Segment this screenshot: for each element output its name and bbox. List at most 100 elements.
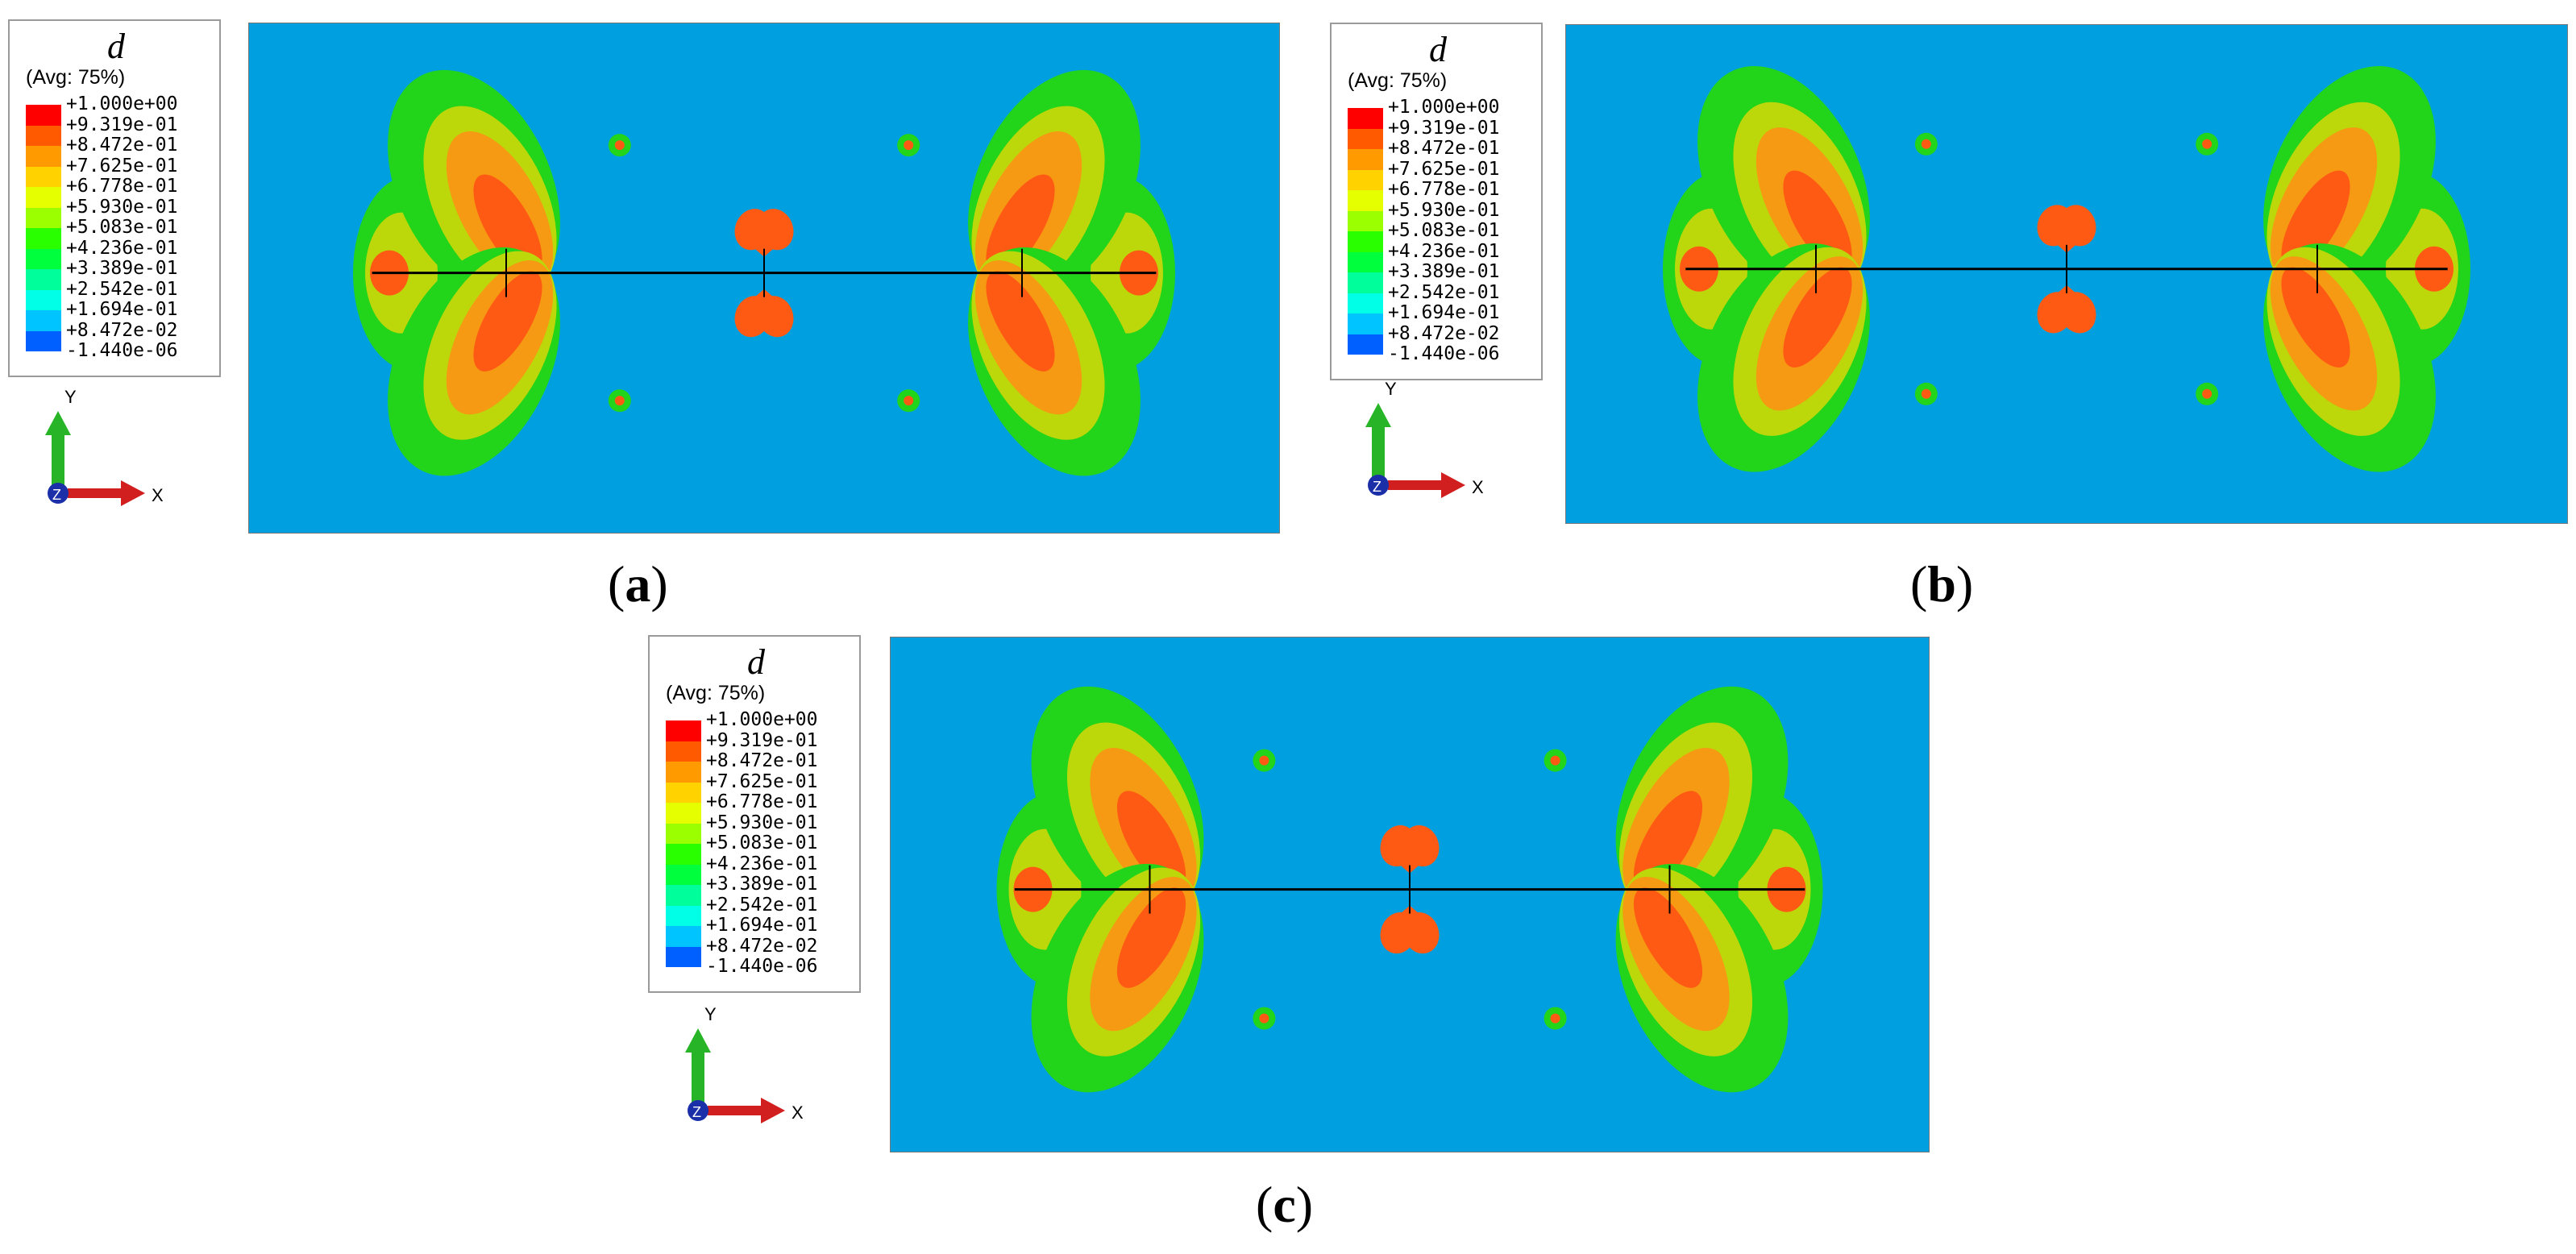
legend-color-band bbox=[26, 166, 61, 187]
contour-legend: d (Avg: 75%) +1.000e+00 +9.319e-01 +8.472e… bbox=[1330, 23, 1543, 380]
legend-level-label: +5.083e-01 bbox=[66, 217, 178, 238]
legend-color-band bbox=[1348, 251, 1383, 272]
panel-caption: (c) bbox=[1256, 1176, 1314, 1233]
coordinate-triad: Y Z X bbox=[680, 1004, 804, 1141]
legend-color-band bbox=[26, 330, 61, 351]
legend-color-band bbox=[26, 105, 61, 126]
legend-color-band bbox=[26, 207, 61, 228]
legend-level-label: +5.083e-01 bbox=[1388, 220, 1500, 241]
legend-variable: d bbox=[747, 642, 765, 682]
contour-legend: d (Avg: 75%) +1.000e+00 +9.319e-01 +8.472e… bbox=[8, 19, 221, 377]
legend-color-band bbox=[666, 762, 701, 783]
triad-z-label: Z bbox=[1373, 479, 1381, 495]
legend-level-label: +2.542e-01 bbox=[1388, 281, 1500, 303]
legend-variable: d bbox=[107, 27, 125, 66]
legend-color-band bbox=[26, 187, 61, 208]
y-axis-arrow bbox=[45, 411, 71, 493]
legend-level-label: +3.389e-01 bbox=[66, 258, 178, 279]
panel-b: d (Avg: 75%) +1.000e+00 +9.319e-01 +8.472e… bbox=[1322, 0, 2576, 629]
legend-level-label: +8.472e-02 bbox=[66, 319, 178, 341]
legend-level-label: +2.542e-01 bbox=[66, 278, 178, 300]
legend-level-label: +6.778e-01 bbox=[1388, 179, 1500, 200]
legend-level-label: +9.319e-01 bbox=[1388, 117, 1500, 139]
center-damage-zone bbox=[2037, 205, 2096, 334]
legend-color-band bbox=[666, 905, 701, 926]
legend-color-bar bbox=[26, 105, 61, 351]
legend-level-label: +6.778e-01 bbox=[706, 791, 818, 812]
legend-level-label: +7.625e-01 bbox=[706, 770, 818, 792]
legend-level-label: +4.236e-01 bbox=[706, 853, 818, 874]
legend-averaging: (Avg: 75%) bbox=[26, 66, 126, 89]
damage-contour-field bbox=[1564, 23, 2569, 525]
contour-legend: d (Avg: 75%) +1.000e+00 +9.319e-01 +8.472e… bbox=[648, 635, 861, 993]
legend-color-band bbox=[26, 228, 61, 249]
legend-color-band bbox=[26, 248, 61, 269]
legend-level-label: +4.236e-01 bbox=[1388, 240, 1500, 262]
legend-level-label: +8.472e-01 bbox=[1388, 138, 1500, 159]
panel-a: d (Avg: 75%) +1.000e+00 +9.319e-01 +8.472e… bbox=[0, 0, 1290, 629]
y-axis-arrow bbox=[685, 1028, 711, 1111]
legend-averaging: (Avg: 75%) bbox=[666, 682, 766, 704]
legend-variable: d bbox=[1429, 30, 1447, 69]
legend-color-band bbox=[666, 946, 701, 967]
legend-level-label: -1.440e-06 bbox=[706, 956, 818, 977]
legend-color-band bbox=[666, 823, 701, 844]
legend-level-label: +5.083e-01 bbox=[706, 833, 818, 853]
panel-caption: (b) bbox=[1910, 555, 1974, 612]
legend-color-band bbox=[1348, 149, 1383, 170]
legend-color-band bbox=[1348, 108, 1383, 129]
legend-color-band bbox=[1348, 272, 1383, 293]
triad-y-label: Y bbox=[704, 1004, 717, 1024]
legend-color-band bbox=[1348, 231, 1383, 252]
y-axis-arrow bbox=[1365, 403, 1391, 485]
legend-level-label: +1.694e-01 bbox=[706, 915, 818, 936]
triad-y-label: Y bbox=[64, 387, 77, 407]
legend-level-label: +7.625e-01 bbox=[1388, 158, 1500, 180]
damage-contour-field bbox=[247, 22, 1281, 534]
triad-x-label: X bbox=[791, 1102, 804, 1123]
legend-level-label: +9.319e-01 bbox=[706, 729, 818, 751]
coordinate-triad: Y Z X bbox=[1361, 379, 1484, 516]
legend-color-band bbox=[666, 926, 701, 947]
legend-color-band bbox=[666, 782, 701, 803]
z-axis-circle bbox=[48, 483, 69, 504]
legend-level-labels: +1.000e+00 +9.319e-01 +8.472e-01 +7.625e-01… bbox=[66, 93, 178, 362]
legend-color-band bbox=[1348, 314, 1383, 334]
left-damage-zone bbox=[1663, 66, 1870, 472]
legend-color-band bbox=[26, 125, 61, 146]
legend-level-label: +9.319e-01 bbox=[66, 114, 178, 135]
legend-level-label: +2.542e-01 bbox=[706, 894, 818, 916]
triad-x-label: X bbox=[152, 485, 164, 505]
legend-level-label: +8.472e-02 bbox=[1388, 322, 1500, 344]
legend-color-band bbox=[666, 720, 701, 741]
legend-color-band bbox=[666, 803, 701, 824]
right-damage-zone bbox=[1615, 686, 1823, 1093]
legend-level-label: +1.000e+00 bbox=[66, 93, 178, 114]
z-axis-circle bbox=[1368, 475, 1389, 496]
coordinate-triad: Y Z X bbox=[40, 387, 164, 524]
x-axis-arrow bbox=[68, 480, 145, 506]
legend-level-label: -1.440e-06 bbox=[66, 340, 178, 361]
legend-level-labels: +1.000e+00 +9.319e-01 +8.472e-01 +7.625e-01… bbox=[1388, 97, 1500, 365]
legend-level-label: +5.930e-01 bbox=[706, 812, 818, 833]
triad-z-label: Z bbox=[692, 1104, 701, 1120]
legend-color-band bbox=[1348, 190, 1383, 211]
center-damage-zone bbox=[1380, 825, 1440, 954]
legend-color-band bbox=[666, 864, 701, 885]
legend-level-label: +6.778e-01 bbox=[66, 176, 178, 197]
legend-color-band bbox=[1348, 169, 1383, 190]
legend-level-label: +7.625e-01 bbox=[66, 155, 178, 176]
legend-level-labels: +1.000e+00 +9.319e-01 +8.472e-01 +7.625e-01… bbox=[706, 709, 818, 978]
legend-level-label: +4.236e-01 bbox=[66, 237, 178, 259]
legend-color-band bbox=[26, 310, 61, 331]
legend-level-label: +5.930e-01 bbox=[66, 196, 178, 218]
legend-level-label: +3.389e-01 bbox=[706, 874, 818, 895]
legend-level-label: -1.440e-06 bbox=[1388, 343, 1500, 364]
legend-level-label: +5.930e-01 bbox=[1388, 199, 1500, 221]
center-damage-zone bbox=[734, 209, 794, 338]
damage-contour-field bbox=[889, 636, 1930, 1153]
legend-level-label: +3.389e-01 bbox=[1388, 261, 1500, 282]
x-axis-arrow bbox=[1388, 472, 1465, 498]
z-axis-circle bbox=[688, 1100, 708, 1121]
triad-x-label: X bbox=[1472, 477, 1484, 497]
